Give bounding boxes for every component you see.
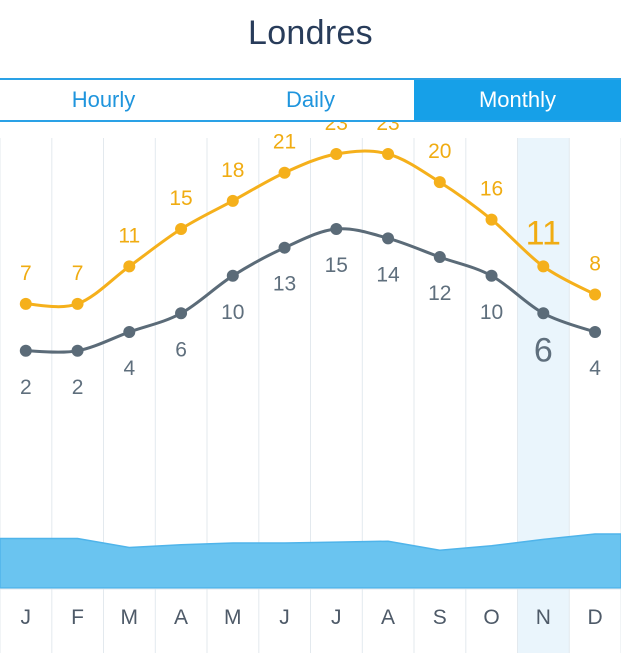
low-temperature-point (71, 344, 84, 357)
low-temperature-label: 2 (72, 376, 84, 399)
month-label: M (224, 606, 242, 629)
low-temperature-point (278, 241, 291, 254)
low-temperature-label: 14 (376, 263, 400, 286)
month-label: A (174, 606, 188, 629)
low-temperature-label: 15 (325, 254, 348, 277)
high-temperature-line (24, 149, 597, 309)
low-temperature-label: 4 (589, 357, 601, 380)
high-temperature-point (71, 297, 84, 310)
low-temperature-point (330, 222, 343, 235)
high-temperature-label: 11 (526, 214, 561, 252)
high-temperature-label: 7 (20, 262, 32, 285)
low-temperature-point (175, 307, 188, 320)
tab-monthly[interactable]: Monthly (414, 80, 621, 120)
low-temperature-label: 4 (123, 357, 135, 380)
precipitation-area (0, 533, 621, 589)
low-temperature-point (19, 344, 32, 357)
view-tabs: Hourly Daily Monthly (0, 78, 621, 122)
high-temperature-label: 23 (376, 122, 399, 135)
low-temperature-label: 6 (175, 338, 187, 361)
low-temperature-point (123, 326, 136, 339)
high-temperature-point (175, 222, 188, 235)
month-label: A (381, 606, 395, 629)
month-label: D (587, 606, 602, 629)
low-temperature-label: 6 (534, 331, 553, 369)
tab-hourly[interactable]: Hourly (71, 87, 136, 112)
month-label: J (279, 606, 290, 629)
low-temperature-point (226, 269, 239, 282)
month-label: J (331, 606, 342, 629)
high-temperature-point (278, 166, 291, 179)
high-temperature-point (433, 176, 446, 189)
monthly-temperature-chart: 7 7 11 15 18 21 23 23 20 16 11 8 2 2 4 6 10 13 15 14 12 10 6 4 J… (0, 122, 621, 653)
high-temperature-point (485, 213, 498, 226)
high-temperature-point (226, 194, 239, 207)
high-temperature-label: 11 (118, 224, 140, 247)
high-temperature-label: 23 (325, 122, 348, 135)
month-label: M (121, 606, 139, 629)
month-label: O (483, 606, 499, 629)
low-temperature-label: 10 (221, 301, 244, 324)
high-temperature-point (382, 147, 395, 160)
high-temperature-point (330, 147, 343, 160)
high-temperature-label: 7 (72, 262, 84, 285)
high-temperature-point (123, 260, 136, 273)
high-temperature-label: 8 (589, 253, 601, 276)
high-temperature-label: 21 (273, 131, 296, 154)
tab-daily[interactable]: Daily (286, 87, 335, 112)
low-temperature-point (382, 232, 395, 245)
low-temperature-label: 10 (480, 301, 503, 324)
low-temperature-label: 2 (20, 376, 32, 399)
low-temperature-point (537, 307, 550, 320)
high-temperature-label: 15 (169, 187, 192, 210)
month-label: J (21, 606, 32, 629)
high-temperature-label: 16 (480, 178, 503, 201)
low-temperature-point (589, 326, 602, 339)
low-temperature-label: 12 (428, 282, 451, 305)
high-temperature-point (537, 260, 550, 273)
high-temperature-point (19, 297, 32, 310)
low-temperature-label: 13 (273, 273, 296, 296)
month-label: F (71, 606, 84, 629)
high-temperature-label: 18 (221, 159, 244, 182)
high-temperature-label: 20 (428, 140, 451, 163)
high-temperature-point (589, 288, 602, 301)
low-temperature-point (433, 251, 446, 264)
low-temperature-point (485, 269, 498, 282)
page-title: Londres (248, 14, 373, 52)
month-label: N (536, 606, 551, 629)
month-label: S (433, 606, 447, 629)
